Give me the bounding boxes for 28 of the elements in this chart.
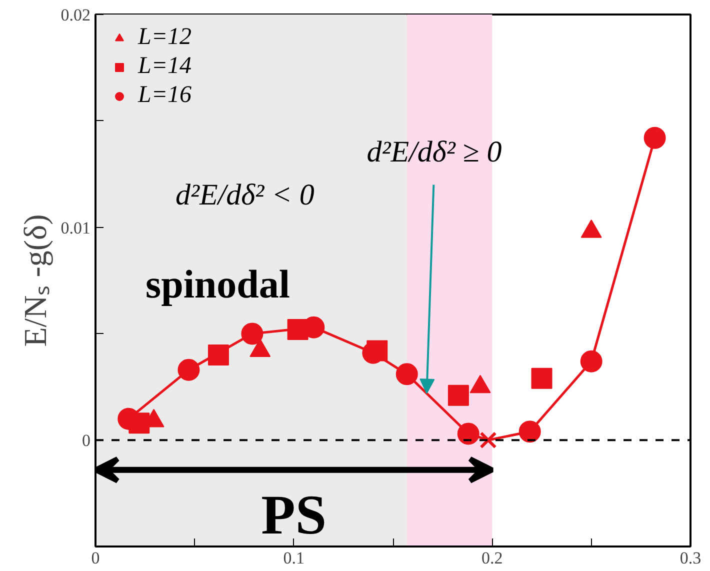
point (448, 384, 469, 406)
point (480, 432, 497, 449)
point (580, 350, 602, 372)
x-tick-label: 0.3 (680, 548, 702, 568)
legend-label: L=12 (138, 24, 192, 51)
point (178, 358, 200, 381)
annotation: PS (261, 484, 327, 546)
annotation: spinodal (146, 262, 290, 306)
annotation: d²E/dδ² ≥ 0 (366, 135, 502, 168)
point (128, 412, 150, 434)
point (518, 420, 541, 443)
y-axis-title: E/Nₛ -g(δ) (16, 214, 53, 347)
point (457, 422, 480, 445)
legend-label: L=16 (138, 82, 192, 109)
point (208, 344, 229, 366)
point (396, 363, 418, 386)
y-tick-label: 0 (82, 431, 90, 450)
legend-label: L=14 (138, 53, 192, 80)
point (287, 318, 308, 340)
x-tick-label: 0.2 (482, 548, 503, 568)
point (366, 340, 388, 362)
y-tick-label: 0.02 (60, 6, 90, 24)
point (241, 322, 264, 345)
point (644, 126, 666, 149)
x-tick-label: 0.1 (283, 548, 304, 568)
point (531, 368, 552, 389)
y-tick-label: 0.01 (60, 218, 90, 238)
annotation: d²E/dδ² < 0 (176, 178, 314, 212)
